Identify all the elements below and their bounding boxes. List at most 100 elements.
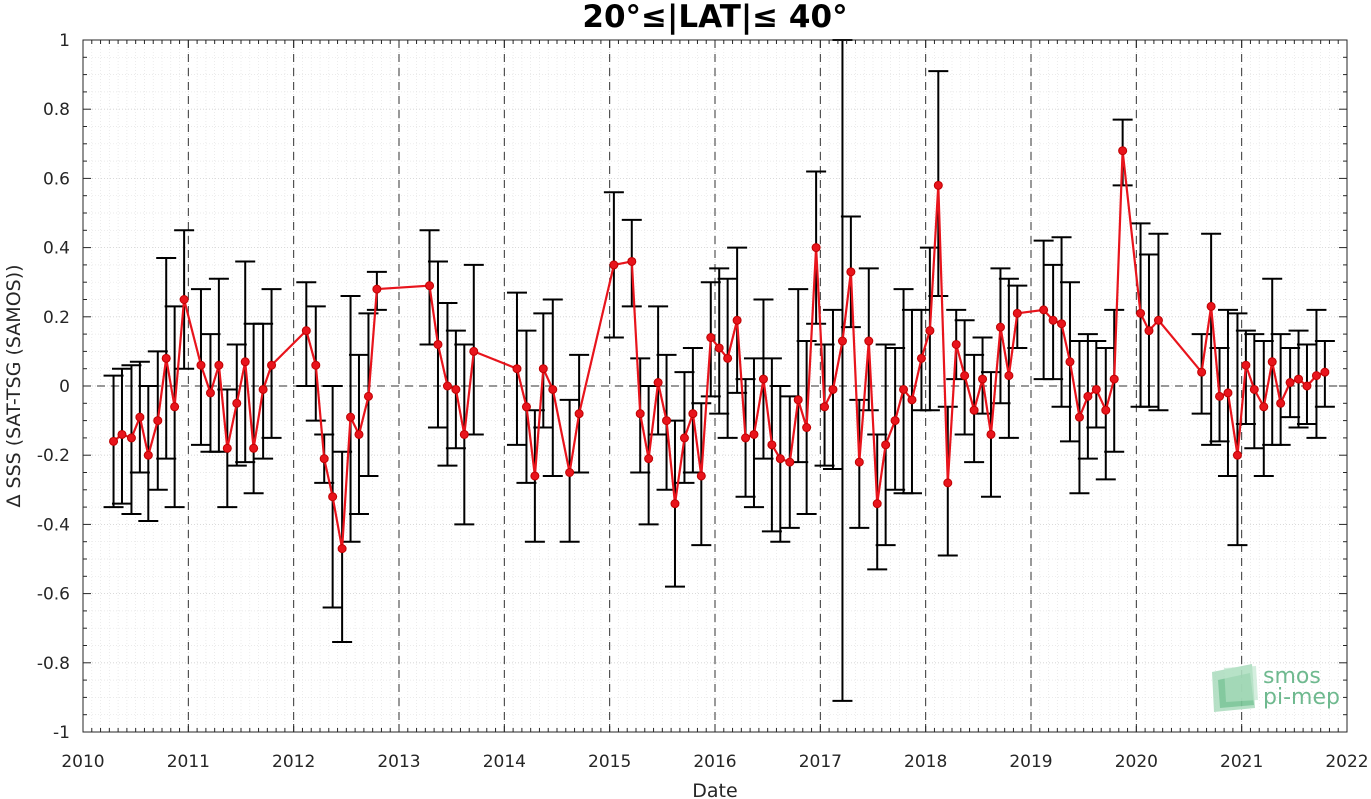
data-point: [854, 457, 864, 467]
series-polyline: [112, 150, 1326, 549]
x-tick-label: 2018: [904, 752, 947, 772]
data-point: [1136, 308, 1146, 318]
x-tick-label: 2013: [377, 752, 420, 772]
data-point: [1197, 367, 1207, 377]
data-point: [1232, 450, 1242, 460]
data-point: [521, 402, 531, 412]
data-point: [706, 333, 716, 343]
data-point: [363, 391, 373, 401]
data-point: [1215, 391, 1225, 401]
y-tick-label: 0.4: [43, 239, 70, 259]
x-tick-labels: 2010 2011 2012 2013 2014 2015 2016 2017 2018 2019…: [61, 752, 1368, 772]
data-point: [433, 339, 443, 349]
data-point: [933, 180, 943, 190]
data-point: [925, 326, 935, 336]
x-tick-label: 2016: [693, 752, 736, 772]
data-point: [214, 360, 224, 370]
data-point: [1223, 388, 1233, 398]
data-point: [802, 423, 812, 433]
data-point: [881, 440, 891, 450]
data-point: [1048, 315, 1058, 325]
y-tick-label: -0.6: [37, 585, 70, 605]
data-point: [995, 322, 1005, 332]
data-point: [828, 384, 838, 394]
data-point: [969, 405, 979, 415]
data-point: [328, 492, 338, 502]
data-point: [1249, 384, 1259, 394]
data-point: [548, 384, 558, 394]
data-point: [1083, 391, 1093, 401]
data-point: [179, 295, 189, 304]
data-point: [1091, 384, 1101, 394]
data-point: [1118, 146, 1128, 156]
data-point: [1302, 381, 1312, 391]
data-point: [758, 374, 768, 384]
data-point: [1153, 315, 1163, 325]
data-point: [1039, 305, 1049, 315]
x-tick-label: 2017: [799, 752, 842, 772]
data-point: [749, 429, 759, 439]
data-point: [732, 315, 742, 325]
data-point: [161, 353, 171, 363]
data-point: [714, 343, 724, 353]
data-point: [319, 454, 329, 464]
x-tick-label: 2014: [483, 752, 526, 772]
y-tick-label: 0.8: [43, 100, 70, 120]
x-tick-label: 2020: [1115, 752, 1158, 772]
data-point: [767, 440, 777, 450]
data-point: [1057, 319, 1067, 329]
data-point: [811, 243, 821, 253]
data-point: [723, 353, 733, 363]
data-point: [205, 388, 215, 398]
data-point: [1267, 357, 1277, 367]
data-point: [1320, 367, 1330, 377]
chart-title: 20°≤|LAT|≤ 40°: [582, 0, 847, 35]
series-line: [109, 146, 1330, 554]
x-tick-label: 2012: [272, 752, 315, 772]
data-point: [135, 412, 145, 422]
y-tick-label: -0.4: [37, 515, 70, 535]
data-point: [670, 499, 680, 509]
reference-lines: [83, 40, 1347, 732]
data-point: [846, 267, 856, 277]
axes-frame: [82, 39, 1348, 733]
data-point: [978, 374, 988, 384]
data-point: [153, 416, 163, 426]
data-point: [346, 412, 356, 422]
data-point: [1259, 402, 1269, 412]
data-point: [986, 429, 996, 439]
y-tick-label: -0.2: [37, 446, 70, 466]
data-point: [785, 457, 795, 467]
smos-pi-mep-logo: smos pi-mep: [1212, 664, 1340, 712]
data-point: [662, 416, 672, 426]
data-point: [1206, 301, 1216, 311]
data-point: [1144, 326, 1154, 336]
data-point: [232, 398, 242, 408]
data-point: [890, 416, 900, 426]
data-point: [820, 402, 830, 412]
y-tick-label: 0: [59, 377, 70, 397]
logo-mark-icon: [1212, 664, 1258, 712]
data-point: [1101, 405, 1111, 415]
y-tick-label: -0.8: [37, 654, 70, 674]
data-point: [249, 443, 259, 453]
data-point: [442, 381, 452, 391]
y-axis-label: Δ SSS (SAT-TSG (SAMOS)): [3, 264, 25, 507]
data-point: [1311, 371, 1321, 381]
data-point: [1004, 371, 1014, 381]
data-point: [775, 454, 785, 464]
y-tick-label: 0.6: [43, 169, 70, 189]
data-point: [1285, 378, 1295, 388]
data-point: [372, 284, 382, 294]
x-tick-label: 2010: [61, 752, 104, 772]
data-point: [1074, 412, 1084, 422]
data-point: [301, 326, 311, 336]
data-point: [688, 409, 698, 419]
data-point: [240, 357, 250, 367]
data-point: [170, 402, 180, 412]
data-point: [117, 429, 127, 439]
data-point: [1241, 360, 1251, 370]
data-point: [951, 339, 961, 349]
x-tick-label: 2019: [1009, 752, 1052, 772]
